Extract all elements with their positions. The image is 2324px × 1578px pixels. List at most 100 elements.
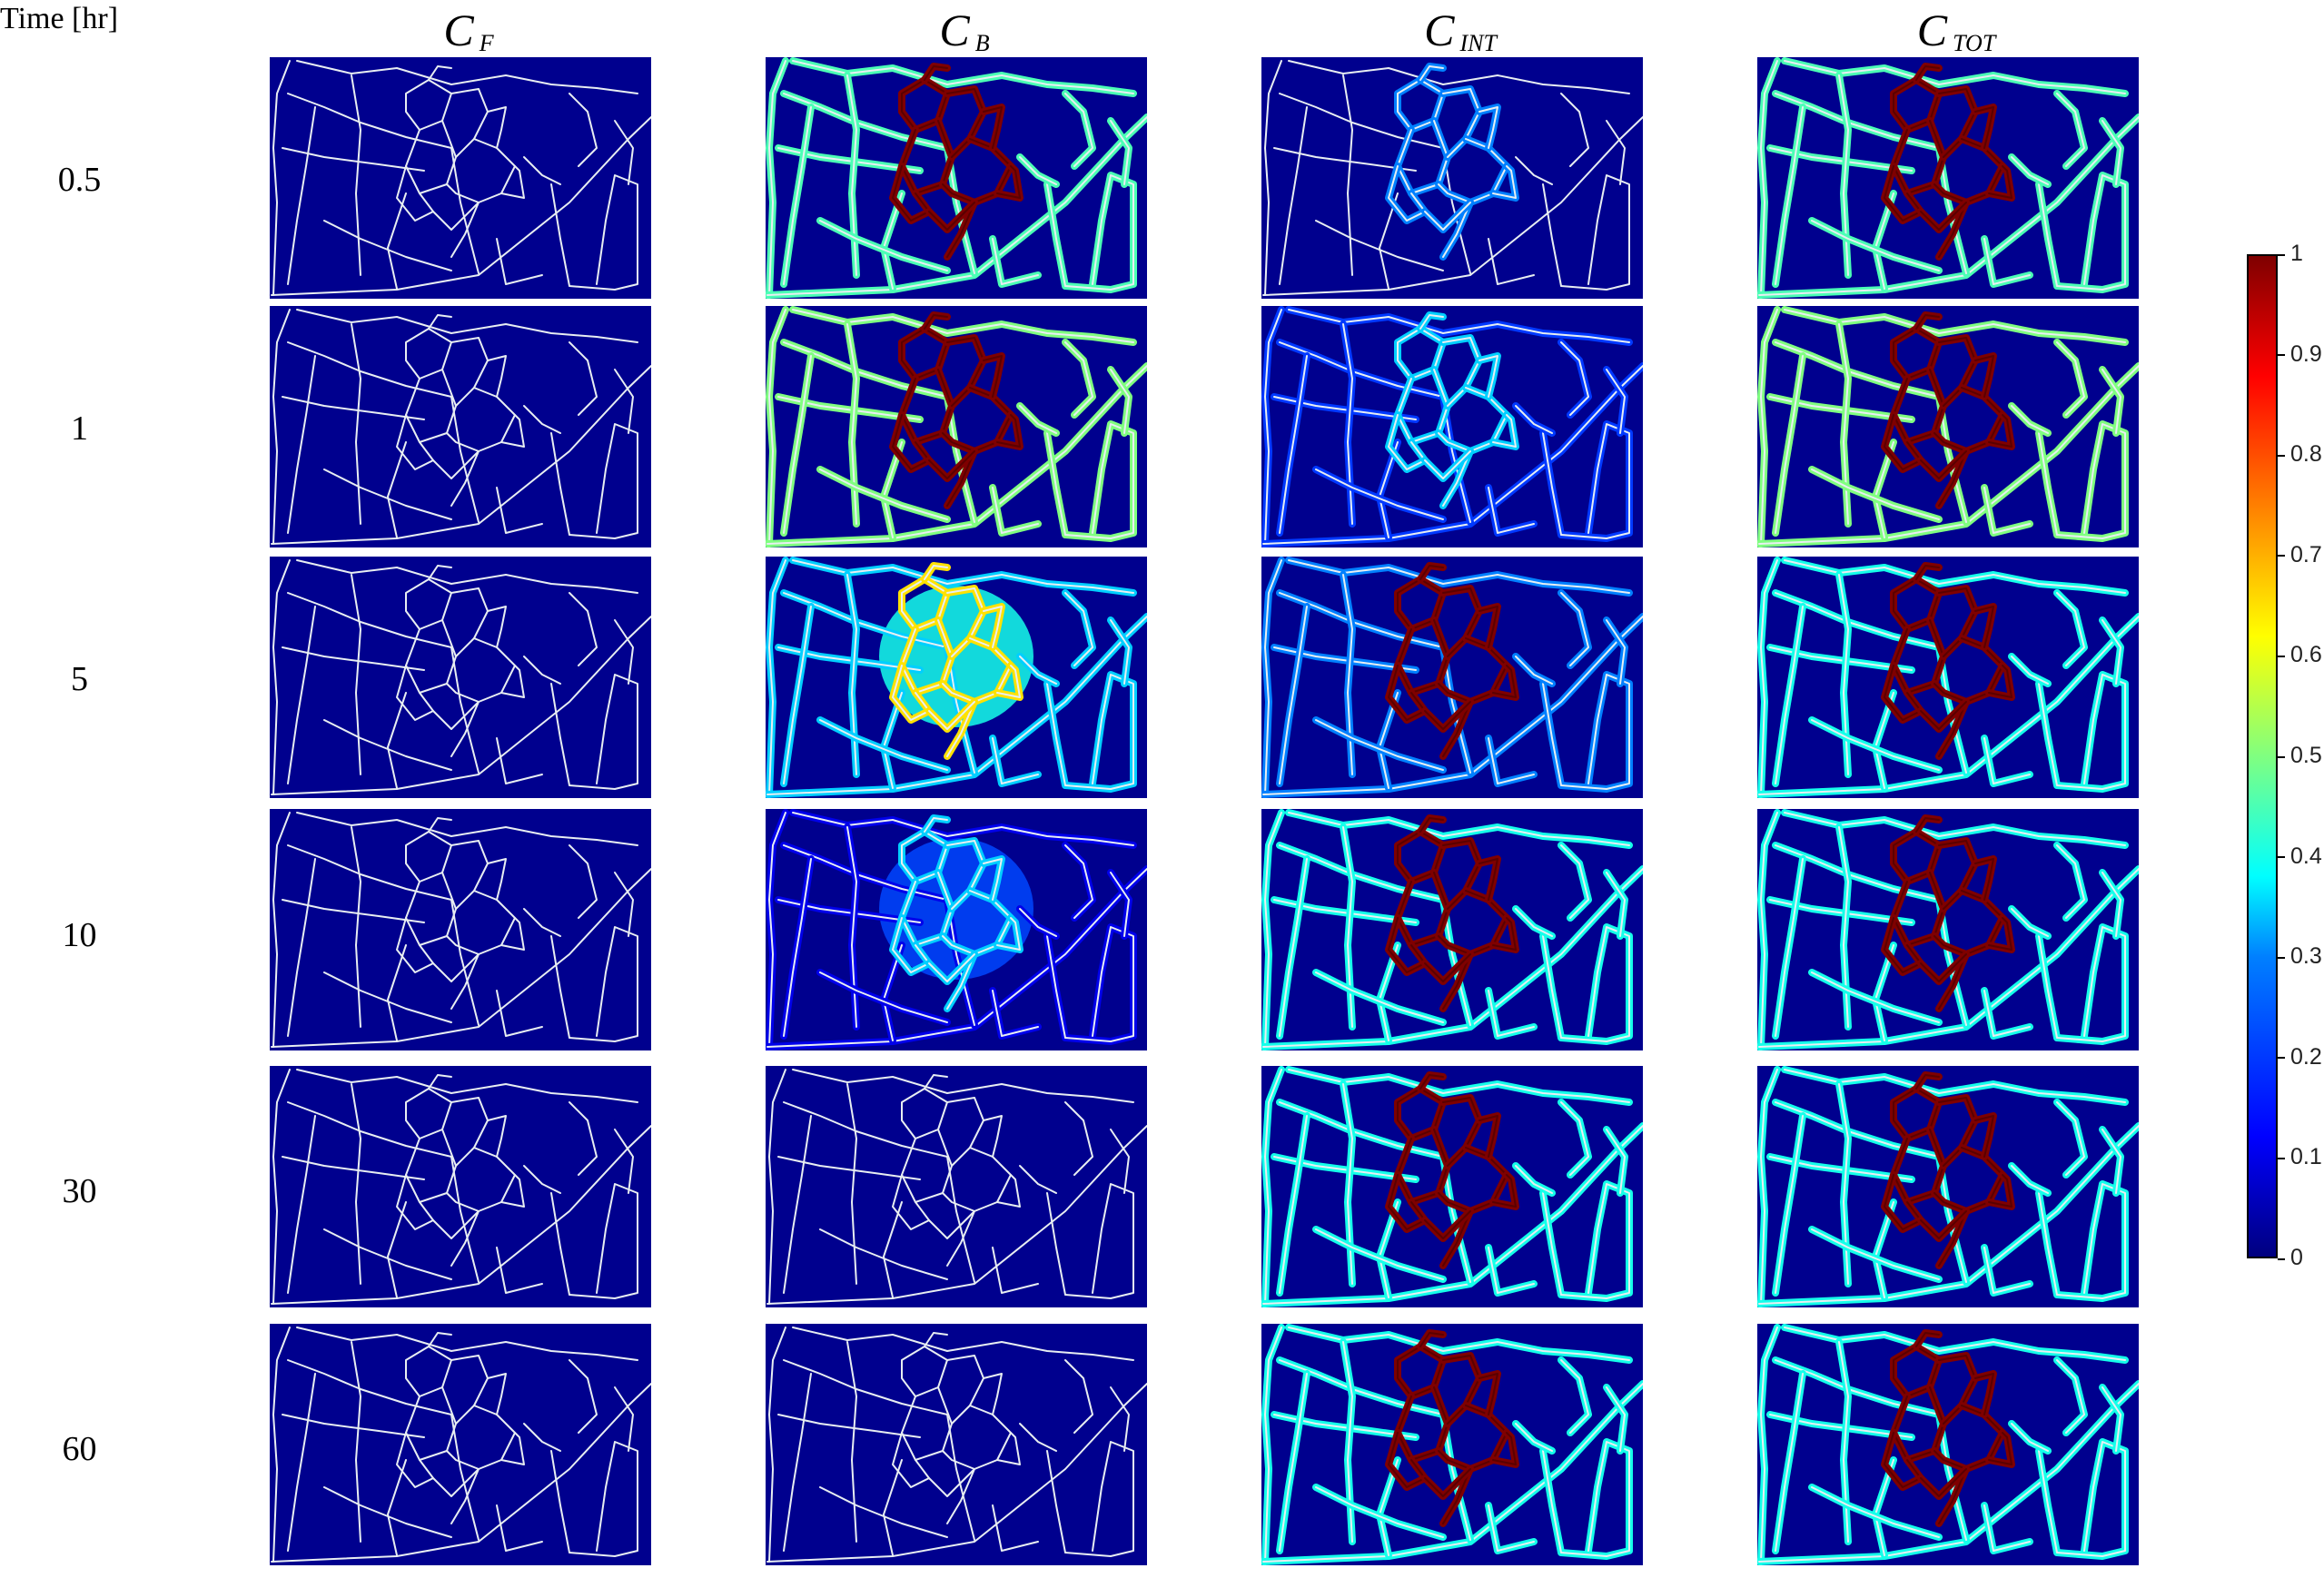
tumor-vessel-path — [405, 1088, 452, 1139]
tumor-vessel-path — [396, 1174, 434, 1230]
vessel-path — [387, 1201, 407, 1298]
tumor-vessel-path — [1397, 872, 1449, 946]
vessel-path — [614, 120, 634, 185]
tumor-vessel-path — [405, 1346, 452, 1397]
vessel-path — [2056, 1101, 2085, 1176]
panel-network-plot — [1757, 1066, 2139, 1307]
vessel-path — [1019, 405, 1057, 434]
column-subscript: B — [974, 30, 990, 56]
vessel-path — [2038, 1441, 2126, 1557]
vessel-path-halo — [2008, 153, 2052, 188]
panel-network-plot — [1757, 306, 2139, 547]
tumor-vessel-path — [1492, 1174, 1517, 1208]
vessel-path — [1542, 1441, 1630, 1557]
vessel-path-halo — [2008, 1162, 2052, 1197]
vessel-path — [287, 858, 316, 1037]
vessel-path — [287, 106, 316, 285]
tumor-vessel-path — [1938, 953, 1967, 1010]
vessel-path — [1542, 674, 1630, 790]
vessel-path — [2038, 1183, 2126, 1299]
vessel-path — [450, 646, 480, 774]
vessel-path — [1315, 971, 1444, 1023]
vessel-path — [523, 1423, 561, 1452]
vessel-path — [1262, 868, 1643, 1048]
vessel-path — [1784, 60, 2126, 94]
tumor-vessel-path — [996, 414, 1021, 448]
vessel-path — [946, 1414, 975, 1541]
tumor-vessel-path — [1478, 106, 1498, 149]
vessel-path — [1315, 1486, 1444, 1538]
vessel-path — [1046, 926, 1134, 1042]
vessel-path — [272, 812, 291, 1048]
vessel-path — [1279, 1373, 1308, 1552]
vessel-path — [323, 971, 452, 1023]
tumor-vessel-path — [1893, 1129, 1944, 1203]
row-label-time: 5 — [71, 660, 88, 698]
tumor-vessel-path — [1424, 202, 1471, 231]
vessel-path-halo — [1512, 1162, 1556, 1197]
panel-network-plot — [1261, 1324, 1643, 1565]
tumor-vessel-path — [996, 917, 1021, 951]
tumor-vessel-path — [996, 665, 1021, 698]
vessel-path — [2101, 120, 2121, 185]
tumor-vessel-path — [1884, 917, 1922, 973]
tumor-vessel-path — [396, 1432, 434, 1488]
vessel-path — [1279, 106, 1308, 285]
vessel-path — [1542, 174, 1630, 291]
vessel-path — [819, 468, 948, 520]
vessel-path — [783, 1101, 948, 1158]
tumor-vessel-path — [500, 165, 525, 199]
tumor-vessel-path — [1915, 314, 1940, 330]
tumor-vessel-path — [892, 414, 930, 470]
tumor-vessel-path — [996, 1174, 1021, 1208]
colorbar-tick-label: 0.6 — [2278, 642, 2322, 668]
vessel-path — [766, 868, 1147, 1048]
vessel-path — [792, 309, 1134, 343]
vessel-path-halo — [2035, 1438, 2129, 1560]
tumor-vessel-path — [1388, 665, 1426, 721]
tumor-vessel-path — [1974, 606, 1994, 648]
colorbar — [2247, 254, 2278, 1258]
tumor-vessel-path — [500, 414, 525, 448]
tumor-vessel-path — [396, 165, 434, 222]
tumor-vessel-path — [983, 1115, 1003, 1158]
vessel-path — [287, 592, 452, 648]
tumor-vessel-path — [450, 337, 489, 407]
concentration-panel — [1261, 1066, 1643, 1307]
vessel-path-halo — [1043, 172, 1137, 293]
vessel-path — [1760, 309, 1778, 545]
vessel-path — [992, 1247, 1039, 1294]
colorbar-tick-label: 0.2 — [2278, 1043, 2322, 1070]
vessel-path — [387, 1459, 407, 1556]
vessel-path — [1264, 60, 1282, 296]
tumor-vessel-path — [432, 953, 480, 982]
vessel-path — [766, 616, 1147, 795]
vessel-path — [992, 1504, 1039, 1552]
vessel-path-halo — [1512, 905, 1556, 940]
vessel-path — [1542, 926, 1630, 1042]
vessel-path-halo — [2008, 653, 2052, 687]
vessel-path — [792, 60, 1134, 94]
vessel-path-halo — [1539, 923, 1633, 1045]
vessel-path — [2038, 174, 2126, 291]
vessel-path — [1315, 719, 1444, 771]
tumor-vessel-path — [1920, 1468, 1967, 1497]
vessel-path — [1262, 1383, 1643, 1563]
vessel-path — [1769, 396, 1913, 420]
tumor-vessel-path — [1920, 450, 1967, 479]
tumor-vessel-path — [405, 619, 457, 694]
tumor-vessel-path — [892, 1174, 930, 1230]
vessel-path — [1784, 309, 2126, 343]
vessel-path — [1379, 192, 1399, 290]
vessel-path-halo — [1512, 653, 1556, 687]
vessel-path — [768, 812, 786, 1048]
tumor-vessel-path — [996, 165, 1021, 199]
vessel-path — [819, 1486, 948, 1538]
tumor-vessel-path — [1938, 701, 1967, 757]
tumor-vessel-path — [405, 831, 452, 883]
vessel-path — [992, 487, 1039, 534]
vessel-path — [777, 1414, 921, 1438]
vessel-path — [496, 737, 543, 784]
vessel-path — [550, 674, 638, 790]
vessel-path — [1019, 908, 1057, 937]
